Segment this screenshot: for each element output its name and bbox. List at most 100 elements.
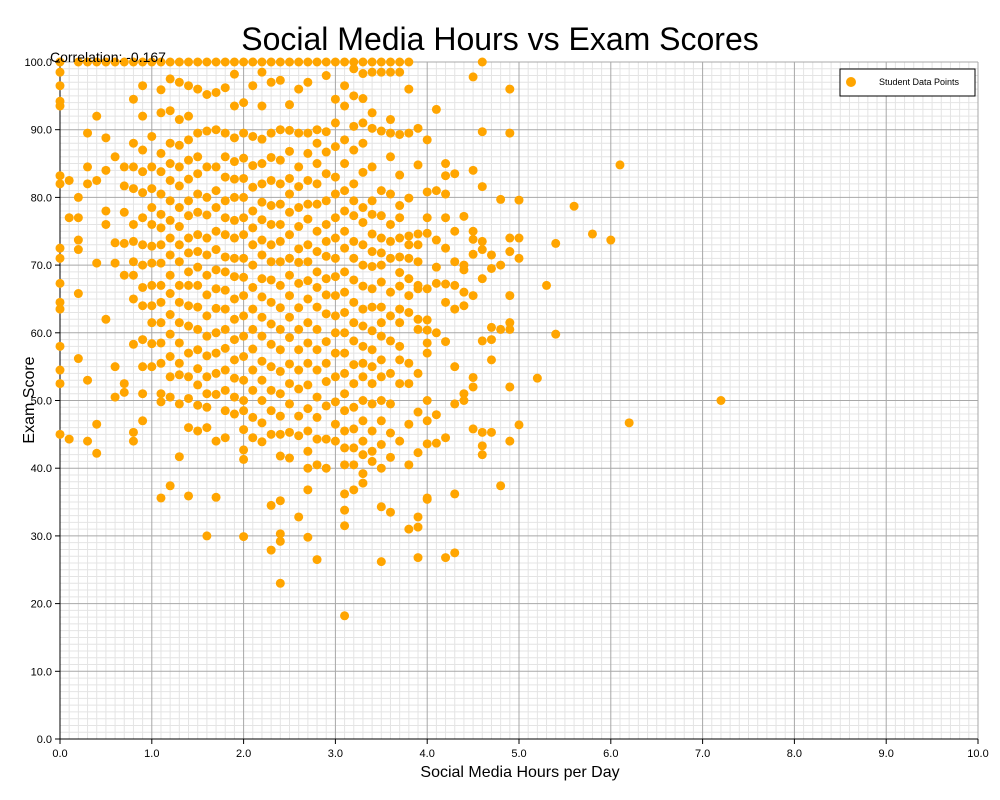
data-point <box>450 169 460 179</box>
data-point <box>257 57 267 67</box>
data-point <box>413 324 423 334</box>
data-point <box>128 257 138 267</box>
data-point <box>505 318 515 328</box>
data-point <box>239 213 249 223</box>
data-point <box>285 230 294 240</box>
data-point <box>138 167 148 177</box>
data-point <box>340 368 350 378</box>
data-point <box>468 165 478 175</box>
data-point <box>395 355 405 365</box>
data-point <box>257 67 267 77</box>
data-point <box>312 345 322 355</box>
data-point <box>55 429 65 439</box>
data-point <box>285 312 294 322</box>
data-point <box>73 354 83 364</box>
data-point <box>358 396 368 405</box>
data-point <box>248 433 258 443</box>
data-point <box>459 265 469 275</box>
data-point <box>138 282 148 292</box>
data-point <box>505 436 515 446</box>
data-point <box>330 397 340 407</box>
data-point <box>202 210 212 220</box>
legend-box <box>839 68 976 97</box>
data-point <box>385 336 395 346</box>
data-point <box>468 424 478 434</box>
data-point <box>138 301 148 311</box>
data-point <box>193 345 203 355</box>
data-point <box>367 162 377 172</box>
data-point <box>248 365 258 375</box>
data-point <box>477 427 487 437</box>
data-point <box>294 384 304 394</box>
data-point <box>340 186 350 196</box>
data-point <box>422 325 432 335</box>
data-point <box>174 222 184 232</box>
data-point <box>202 270 212 280</box>
data-point <box>321 251 331 261</box>
data-point <box>211 125 221 135</box>
data-point <box>184 491 194 501</box>
data-point <box>367 67 377 77</box>
data-point <box>459 389 469 399</box>
data-point <box>385 219 395 229</box>
data-point <box>294 303 304 313</box>
data-point <box>395 281 405 291</box>
x-tick-label: 8.0 <box>787 748 802 760</box>
data-point <box>101 133 111 143</box>
data-point <box>441 243 451 253</box>
data-point <box>441 159 451 169</box>
data-point <box>266 152 276 162</box>
data-point <box>174 77 184 87</box>
data-point <box>138 335 148 345</box>
data-point <box>422 187 432 197</box>
data-point <box>441 189 451 199</box>
data-point <box>285 57 294 67</box>
data-point <box>239 291 249 301</box>
x-tick-label: 7.0 <box>695 748 710 760</box>
data-point <box>147 301 157 311</box>
data-point <box>468 372 478 382</box>
data-point <box>358 94 368 104</box>
data-point <box>349 91 359 101</box>
data-point <box>422 338 432 348</box>
data-point <box>64 213 74 223</box>
data-point <box>174 370 184 380</box>
data-point <box>257 312 267 322</box>
data-point <box>229 314 239 324</box>
data-point <box>367 302 377 312</box>
data-point <box>220 252 230 262</box>
data-point <box>156 223 166 233</box>
data-point <box>395 268 405 278</box>
data-point <box>193 247 203 257</box>
data-point <box>147 318 157 328</box>
data-point <box>248 223 258 233</box>
data-point <box>450 257 460 267</box>
data-point <box>55 278 65 288</box>
data-point <box>220 83 230 93</box>
data-point <box>358 341 368 351</box>
chart-title: Social Media Hours vs Exam Scores <box>241 21 759 57</box>
data-point <box>285 399 294 409</box>
data-point <box>321 127 331 137</box>
data-point <box>422 439 432 449</box>
data-point <box>477 245 487 255</box>
data-point <box>266 500 276 510</box>
data-point <box>376 277 386 287</box>
data-point <box>211 265 221 275</box>
data-point <box>165 289 175 299</box>
data-point <box>404 274 414 284</box>
data-point <box>193 169 203 179</box>
data-point <box>367 247 377 257</box>
data-point <box>248 304 258 314</box>
data-point <box>367 229 377 239</box>
data-point <box>376 260 386 270</box>
data-point <box>229 392 239 402</box>
y-tick-label: 0.0 <box>37 734 52 746</box>
data-point <box>229 57 239 67</box>
data-point <box>110 57 120 67</box>
data-point <box>147 131 157 141</box>
data-point <box>220 267 230 277</box>
data-point <box>404 307 414 317</box>
data-point <box>303 199 313 209</box>
data-point <box>174 257 184 267</box>
